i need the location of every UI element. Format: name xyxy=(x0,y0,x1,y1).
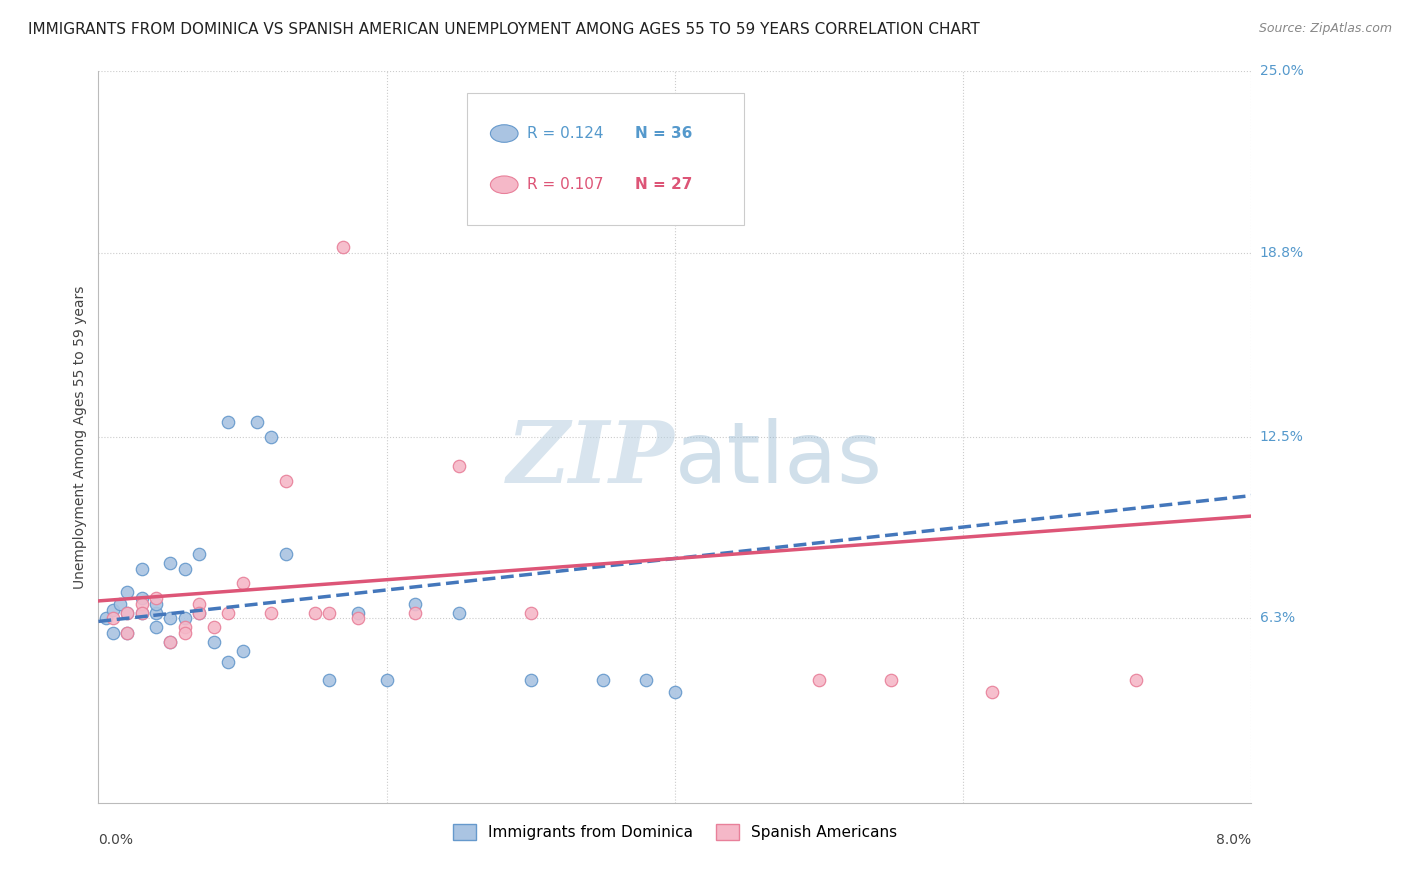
Point xyxy=(664,684,686,698)
Point xyxy=(592,673,614,687)
Text: 6.3%: 6.3% xyxy=(1260,612,1295,625)
Text: 25.0%: 25.0% xyxy=(1260,64,1303,78)
Y-axis label: Unemployment Among Ages 55 to 59 years: Unemployment Among Ages 55 to 59 years xyxy=(73,285,87,589)
Point xyxy=(346,606,368,620)
Point xyxy=(274,547,297,561)
FancyBboxPatch shape xyxy=(467,94,744,225)
Point xyxy=(318,673,340,687)
Point xyxy=(520,606,543,620)
Circle shape xyxy=(491,125,517,143)
Point xyxy=(405,606,427,620)
Point xyxy=(117,606,139,620)
Text: ZIP: ZIP xyxy=(508,417,675,500)
Text: atlas: atlas xyxy=(675,417,883,500)
Text: IMMIGRANTS FROM DOMINICA VS SPANISH AMERICAN UNEMPLOYMENT AMONG AGES 55 TO 59 YE: IMMIGRANTS FROM DOMINICA VS SPANISH AMER… xyxy=(28,22,980,37)
Point xyxy=(117,626,139,640)
Point xyxy=(304,606,326,620)
Text: R = 0.107: R = 0.107 xyxy=(527,178,603,193)
Point xyxy=(375,673,398,687)
Point xyxy=(117,585,139,599)
Circle shape xyxy=(491,176,517,194)
Text: 0.0%: 0.0% xyxy=(98,833,134,847)
Text: 8.0%: 8.0% xyxy=(1216,833,1251,847)
Point xyxy=(246,416,269,430)
Point xyxy=(159,556,181,570)
Point xyxy=(131,562,153,576)
Point xyxy=(117,626,139,640)
Text: 12.5%: 12.5% xyxy=(1260,430,1303,444)
Point xyxy=(101,603,124,617)
Point xyxy=(188,547,211,561)
Point xyxy=(145,597,167,611)
Point xyxy=(174,611,197,625)
Point xyxy=(1125,673,1147,687)
Point xyxy=(332,240,354,254)
Point xyxy=(174,620,197,634)
Point xyxy=(202,620,225,634)
Point xyxy=(808,673,831,687)
Text: N = 36: N = 36 xyxy=(634,126,692,141)
Point xyxy=(174,626,197,640)
Text: N = 27: N = 27 xyxy=(634,178,692,193)
Point xyxy=(260,430,283,444)
Point xyxy=(217,656,239,670)
Point xyxy=(231,576,254,591)
Point xyxy=(101,626,124,640)
Point xyxy=(274,474,297,488)
Point xyxy=(174,562,197,576)
Point xyxy=(405,597,427,611)
Point xyxy=(260,606,283,620)
Point xyxy=(636,673,658,687)
Text: Source: ZipAtlas.com: Source: ZipAtlas.com xyxy=(1258,22,1392,36)
Point xyxy=(188,606,211,620)
Point xyxy=(217,606,239,620)
Point xyxy=(145,620,167,634)
Point xyxy=(346,611,368,625)
Point xyxy=(131,606,153,620)
Point xyxy=(159,635,181,649)
Point xyxy=(145,591,167,605)
Text: R = 0.124: R = 0.124 xyxy=(527,126,603,141)
Point xyxy=(131,591,153,605)
Point xyxy=(447,459,470,474)
Point xyxy=(94,611,117,625)
Point xyxy=(131,597,153,611)
Legend: Immigrants from Dominica, Spanish Americans: Immigrants from Dominica, Spanish Americ… xyxy=(447,818,903,847)
Point xyxy=(202,635,225,649)
Point xyxy=(188,597,211,611)
Point xyxy=(880,673,903,687)
Text: 18.8%: 18.8% xyxy=(1260,246,1303,260)
Point xyxy=(101,611,124,625)
Point xyxy=(981,684,1004,698)
Point xyxy=(520,673,543,687)
Point xyxy=(318,606,340,620)
Point xyxy=(159,635,181,649)
Point xyxy=(117,606,139,620)
Point xyxy=(145,606,167,620)
Point xyxy=(447,606,470,620)
Point xyxy=(159,611,181,625)
Point xyxy=(231,643,254,657)
Point xyxy=(188,606,211,620)
Point xyxy=(108,597,131,611)
Point xyxy=(131,606,153,620)
Point xyxy=(217,416,239,430)
